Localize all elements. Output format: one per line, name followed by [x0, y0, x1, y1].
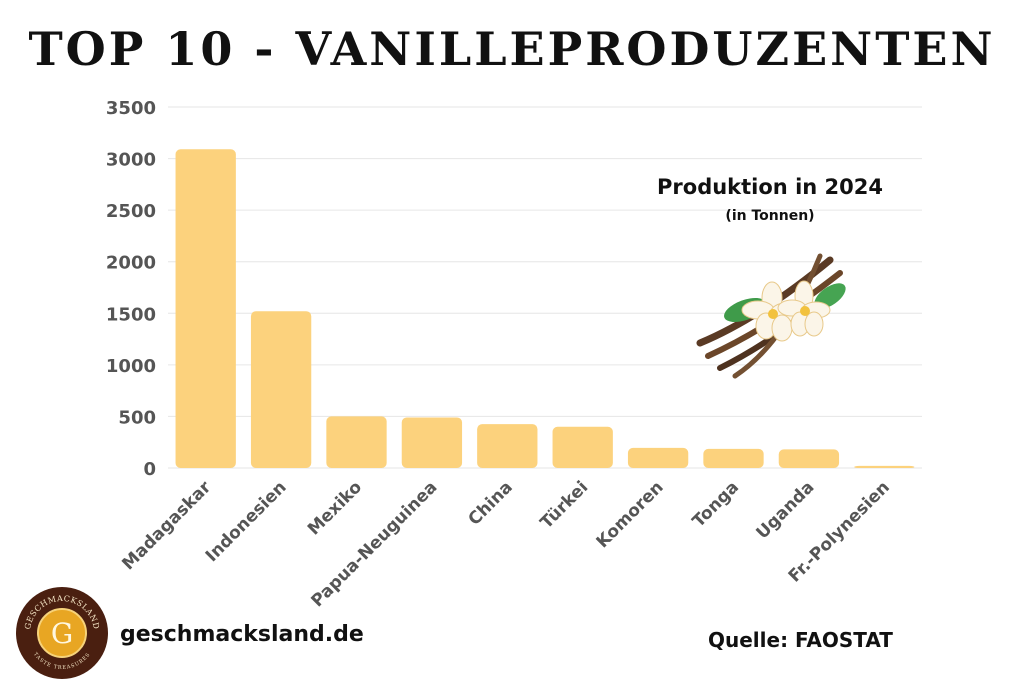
bar-madagaskar	[175, 149, 236, 468]
bar-fr-polynesien	[854, 465, 915, 468]
x-tick-label: Komoren	[593, 477, 668, 552]
y-tick-label: 3000	[106, 150, 156, 171]
unit-note: (in Tonnen)	[725, 208, 815, 224]
y-axis-ticks: 0 500 1000 1500 2000 2500 3000 3500	[106, 98, 156, 480]
y-tick-label: 0	[143, 459, 156, 480]
x-tick-label: China	[465, 477, 517, 529]
x-tick-label: Tonga	[689, 477, 743, 531]
x-tick-label: Mexiko	[304, 477, 366, 539]
x-tick-label: Papua-Neuguinea	[308, 477, 442, 611]
source-label: Quelle: FAOSTAT	[708, 628, 893, 652]
logo-letter: G	[51, 617, 73, 650]
y-tick-label: 2000	[106, 253, 156, 274]
bar-papua-neuguinea	[401, 417, 463, 468]
bars	[175, 149, 915, 468]
x-tick-label: Uganda	[753, 477, 819, 543]
y-tick-label: 3500	[106, 98, 156, 119]
bar-china	[477, 424, 538, 468]
y-tick-label: 1000	[106, 356, 156, 377]
bar-türkei	[552, 426, 613, 468]
chart-subtitle: Produktion in 2024	[657, 175, 883, 199]
bar-komoren	[627, 447, 689, 468]
vanilla-illustration-icon	[696, 253, 846, 379]
y-tick-label: 2500	[106, 201, 156, 222]
x-tick-label: Madagaskar	[118, 477, 215, 574]
bar-uganda	[778, 449, 840, 468]
bar-mexiko	[326, 416, 387, 468]
chart-title: TOP 10 - VANILLEPRODUZENTEN	[28, 22, 996, 76]
y-tick-label: 1500	[106, 304, 156, 325]
bar-indonesien	[250, 311, 312, 468]
brand-logo: GESCHMACKSLAND TASTE TREASURES G	[16, 587, 108, 679]
x-tick-label: Türkei	[537, 477, 593, 533]
y-tick-label: 500	[118, 407, 156, 428]
x-tick-label: Indonesien	[202, 477, 291, 566]
website-label: geschmacksland.de	[120, 622, 364, 647]
bar-tonga	[703, 448, 764, 468]
